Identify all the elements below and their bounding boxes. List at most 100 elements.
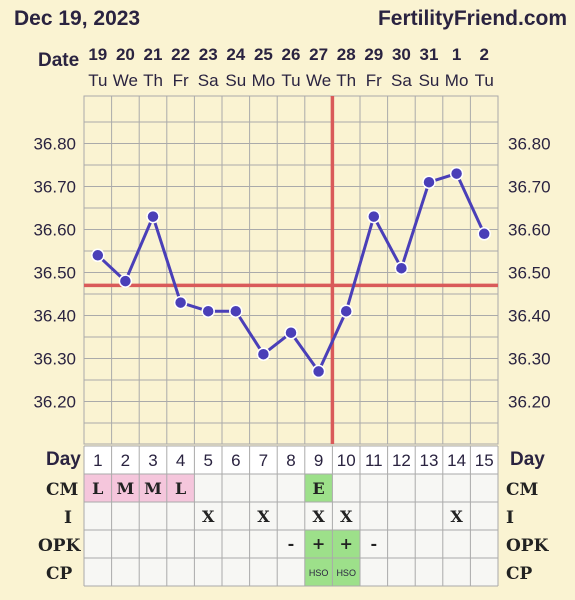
header-date: Dec 19, 2023 (14, 7, 140, 30)
temperature-point (201, 304, 215, 318)
temperature-point (91, 248, 105, 263)
temperature-point (422, 175, 436, 189)
day-number: 5 (203, 451, 212, 470)
intercourse-mark: X (450, 507, 463, 526)
label-day-left: Day (46, 449, 81, 470)
label-day-right: Day (510, 449, 545, 470)
cm-value: E (312, 479, 324, 498)
header-site: FertilityFriend.com (378, 7, 567, 30)
weekday: Mo (252, 71, 276, 90)
temperature-point (339, 304, 353, 318)
day-number: 7 (259, 451, 268, 470)
weekday: We (113, 71, 138, 90)
date-number: 27 (309, 45, 328, 64)
y-tick-label-left: 36.30 (33, 350, 76, 369)
chart-area (83, 95, 499, 445)
temperature-point (256, 347, 271, 361)
day-number: 3 (148, 451, 157, 470)
label-cm-right: CM (506, 480, 539, 500)
date-number: 29 (364, 45, 383, 64)
day-number: 13 (420, 451, 439, 470)
label-i-right: I (506, 508, 514, 528)
y-tick-label-left: 36.80 (33, 135, 76, 154)
day-number: 2 (121, 451, 130, 470)
intercourse-mark: X (202, 507, 215, 526)
y-tick-label-right: 36.40 (508, 307, 551, 326)
cm-cell-highlight (166, 474, 195, 502)
grid (83, 95, 499, 445)
date-number: 30 (392, 45, 411, 64)
y-tick-label-right: 36.30 (508, 350, 551, 369)
weekday: Su (225, 71, 246, 90)
date-number: 31 (420, 45, 439, 64)
label-opk-right: OPK (506, 536, 550, 556)
temperature-point (367, 209, 381, 224)
intercourse-mark: X (312, 507, 325, 526)
opk-value: + (339, 534, 352, 553)
date-number: 28 (337, 45, 356, 64)
label-date: Date (38, 50, 79, 71)
temperature-point (146, 209, 160, 224)
intercourse-mark: X (340, 507, 353, 526)
cp-cell-fertile (332, 558, 360, 586)
cm-value: L (175, 479, 186, 498)
label-i-left: I (64, 508, 72, 528)
day-number: 1 (93, 451, 102, 470)
temperature-point (173, 295, 188, 310)
y-tick-label-left: 36.60 (33, 221, 76, 240)
temperature-point (394, 261, 409, 275)
date-number: 25 (254, 45, 273, 64)
cm-cell-highlight (111, 474, 140, 502)
label-cm-left: CM (46, 480, 79, 500)
day-number: 10 (337, 451, 356, 470)
day-number: 9 (314, 451, 323, 470)
weekday: Th (143, 71, 163, 90)
weekday: We (306, 71, 331, 90)
cm-value: M (144, 479, 162, 498)
weekday: Tu (88, 71, 107, 90)
day-number: 8 (286, 451, 295, 470)
y-tick-label-left: 36.40 (33, 307, 76, 326)
y-tick-label-right: 36.60 (508, 221, 551, 240)
series-lines (84, 96, 498, 444)
opk-cell-positive (304, 530, 333, 558)
cm-value: M (117, 479, 135, 498)
opk-value: - (370, 534, 377, 553)
cm-cell-fertile (304, 474, 333, 502)
label-opk-left: OPK (38, 536, 82, 556)
y-tick-label-left: 36.20 (33, 393, 76, 412)
weekday: Tu (475, 71, 494, 90)
weekday: Sa (198, 71, 219, 90)
cp-value: HSO (309, 568, 329, 578)
cm-value: L (92, 479, 103, 498)
day-row-bg (84, 446, 498, 474)
temperature-point (284, 325, 298, 340)
temperature-point (449, 166, 464, 181)
y-tick-label-right: 36.70 (508, 178, 551, 197)
date-number: 2 (479, 45, 488, 64)
day-number: 12 (392, 451, 411, 470)
weekday: Sa (391, 71, 412, 90)
opk-value: - (288, 534, 295, 553)
cp-cell-fertile (304, 558, 333, 586)
temperature-point (229, 304, 243, 318)
date-number: 24 (226, 45, 245, 64)
cm-cell-highlight (84, 474, 112, 502)
opk-cell-positive (332, 530, 360, 558)
y-tick-label-left: 36.50 (33, 264, 76, 283)
temperature-point (477, 227, 491, 241)
date-number: 20 (116, 45, 135, 64)
opk-value: + (312, 534, 325, 553)
day-number: 15 (475, 451, 494, 470)
y-tick-label-left: 36.70 (33, 178, 76, 197)
day-number: 14 (447, 451, 466, 470)
label-cp-right: CP (506, 564, 533, 584)
weekday: Su (419, 71, 440, 90)
cp-value: HSO (336, 568, 356, 578)
y-tick-label-right: 36.50 (508, 264, 551, 283)
weekday: Th (336, 71, 356, 90)
date-number: 1 (452, 45, 461, 64)
weekday: Fr (173, 71, 189, 90)
